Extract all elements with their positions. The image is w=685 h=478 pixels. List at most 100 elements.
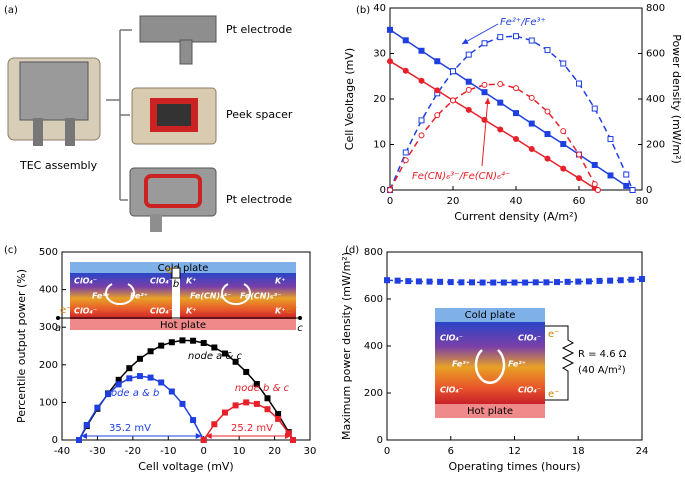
point — [83, 421, 90, 428]
x-tick-label: -40 — [54, 446, 70, 457]
x-tick-label: 30 — [304, 446, 317, 457]
point — [94, 404, 101, 411]
tab — [150, 214, 162, 232]
point — [623, 182, 630, 189]
annotation: 25.2 mV — [231, 423, 273, 434]
point — [394, 277, 401, 284]
point — [639, 276, 645, 283]
point — [607, 136, 614, 143]
point — [384, 277, 390, 284]
y-tick-label: 10 — [373, 140, 386, 151]
y-tick-label: 200 — [39, 360, 58, 371]
point — [617, 277, 624, 284]
point — [522, 279, 529, 286]
point — [179, 337, 186, 344]
series-label: node a & c — [188, 351, 242, 362]
point — [221, 350, 228, 357]
ion-label: Fe³⁺ — [452, 360, 470, 369]
ion-label: Fe(CN)₆⁴⁻ — [190, 292, 231, 301]
ion-label: ClO₄⁻ — [150, 307, 173, 316]
point — [115, 381, 122, 388]
y-tick-label: 20 — [373, 94, 386, 105]
node — [56, 316, 60, 320]
cell — [435, 322, 545, 404]
photo-label: Pt electrode — [226, 193, 292, 206]
y-tick-label: 40 — [373, 3, 386, 14]
y2-tick-label: 200 — [646, 140, 665, 151]
point — [232, 402, 239, 409]
y-tick-label: 30 — [373, 49, 386, 60]
point — [253, 380, 260, 387]
cell — [70, 273, 172, 319]
ion-label: K⁺ — [275, 307, 285, 316]
panel-label: (a) — [4, 5, 18, 16]
series-line — [78, 339, 294, 441]
point — [285, 430, 292, 437]
point — [596, 277, 603, 284]
point — [497, 126, 504, 133]
y-tick-label: 600 — [364, 294, 383, 305]
point — [497, 34, 504, 41]
point — [200, 437, 207, 443]
point — [544, 47, 551, 54]
annotation: 35.2 mV — [109, 423, 151, 434]
point — [243, 368, 250, 375]
point — [560, 165, 567, 172]
x-axis-label: Cell voltage (mV) — [138, 460, 233, 473]
point — [289, 437, 296, 443]
panel-label: (b) — [356, 5, 370, 16]
point — [543, 279, 550, 286]
hot-plate — [435, 404, 545, 418]
x-axis-label: Current density (A/m²) — [454, 210, 578, 223]
cycle-arrow — [221, 283, 251, 305]
point — [76, 437, 83, 443]
y2-axis-label: Power density (mW/m²) — [670, 34, 683, 164]
hot-plate — [70, 319, 296, 330]
node — [298, 316, 302, 320]
plot-frame — [61, 251, 311, 441]
cycle-arrow — [474, 349, 506, 385]
point — [544, 131, 551, 138]
y-tick-label: 500 — [39, 247, 58, 258]
y-tick-label: 100 — [39, 397, 58, 408]
x-tick-label: 80 — [636, 196, 649, 207]
point — [211, 421, 218, 428]
circuit — [545, 325, 575, 401]
point — [105, 391, 112, 398]
point — [168, 388, 175, 395]
point — [447, 279, 454, 286]
point — [469, 279, 475, 286]
point — [450, 68, 456, 75]
point — [415, 278, 422, 285]
point — [629, 187, 636, 193]
x-tick-label: -10 — [160, 446, 176, 457]
ion-label: Fe²⁺ — [130, 292, 148, 301]
ion-label: ClO₄⁻ — [518, 386, 541, 395]
point — [402, 37, 409, 44]
point — [434, 112, 441, 119]
point — [513, 110, 519, 117]
point — [591, 181, 598, 188]
point — [576, 151, 582, 158]
point — [513, 85, 519, 92]
photo-label: Pt electrode — [226, 23, 292, 36]
point — [418, 47, 425, 54]
photo-caption: TEC assembly — [19, 159, 98, 172]
cold-plate — [435, 308, 545, 322]
plate-label: Hot plate — [467, 406, 513, 417]
point — [387, 26, 393, 33]
x-tick-label: 60 — [573, 196, 586, 207]
ion-label: Fe³⁺ — [92, 292, 110, 301]
node-label: b — [173, 279, 179, 290]
point — [575, 278, 582, 285]
point — [560, 128, 567, 135]
resistor-label: R = 4.6 Ω — [578, 349, 627, 360]
x-tick-label: 40 — [510, 196, 523, 207]
point — [585, 278, 592, 285]
point — [591, 161, 598, 168]
point — [623, 171, 630, 178]
point — [481, 81, 488, 88]
point — [434, 87, 441, 94]
y-tick-label: 0 — [52, 435, 58, 446]
